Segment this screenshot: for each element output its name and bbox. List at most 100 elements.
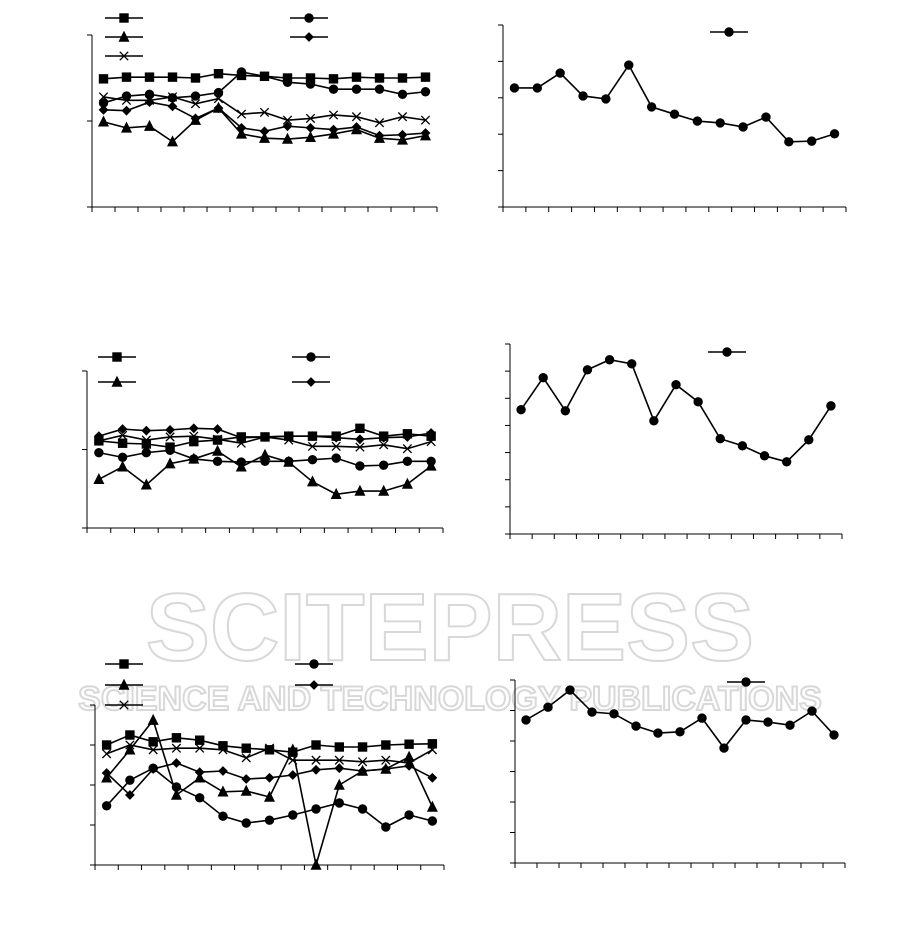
marker-x — [404, 758, 414, 768]
marker-circle — [334, 798, 344, 808]
marker-circle — [578, 91, 588, 101]
marker-x — [148, 745, 158, 755]
marker-circle — [565, 685, 575, 695]
marker-x — [241, 753, 251, 763]
marker-circle — [516, 404, 526, 415]
marker-square — [334, 742, 345, 752]
marker-circle — [532, 83, 542, 93]
marker-circle — [141, 447, 152, 458]
marker-diamond — [307, 431, 318, 442]
marker-diamond — [334, 763, 345, 774]
marker-x — [426, 436, 436, 447]
marker-circle — [212, 456, 223, 466]
marker-circle — [420, 87, 431, 97]
marker-diamond — [427, 772, 438, 783]
marker-circle — [306, 352, 316, 362]
marker-square — [397, 73, 408, 83]
marker-triangle — [166, 135, 179, 147]
marker-x — [236, 438, 246, 448]
marker-circle — [784, 137, 794, 147]
marker-circle — [669, 109, 680, 119]
marker-circle — [165, 445, 175, 455]
marker-circle — [785, 720, 795, 730]
marker-circle — [509, 83, 520, 93]
marker-diamond — [124, 790, 135, 800]
marker-x — [94, 436, 104, 446]
marker-circle — [555, 68, 565, 78]
marker-square — [357, 742, 368, 752]
marker-triangle — [330, 487, 342, 499]
marker-triangle — [283, 455, 295, 467]
marker-square — [144, 72, 155, 82]
marker-triangle — [263, 790, 276, 802]
marker-diamond — [357, 766, 368, 776]
marker-circle — [724, 27, 734, 37]
marker-circle — [374, 84, 385, 94]
marker-circle — [236, 67, 247, 77]
marker-circle — [722, 347, 732, 357]
marker-triangle — [118, 678, 130, 690]
marker-square — [374, 73, 385, 83]
marker-triangle — [124, 743, 136, 755]
marker-triangle — [240, 784, 252, 796]
marker-circle — [715, 434, 725, 444]
marker-square — [119, 13, 129, 23]
marker-circle — [190, 91, 201, 101]
marker-x — [381, 755, 391, 765]
marker-diamond — [190, 113, 201, 124]
marker-circle — [311, 804, 321, 814]
marker-square — [167, 72, 178, 82]
marker-diamond — [188, 423, 199, 434]
marker-x — [98, 92, 109, 102]
marker-triangle — [164, 457, 176, 469]
marker-diamond — [218, 766, 228, 776]
marker-x — [351, 112, 362, 122]
marker-square — [420, 72, 431, 82]
marker-triangle — [310, 858, 322, 870]
marker-triangle — [258, 131, 271, 143]
marker-diamond — [305, 122, 316, 133]
marker-triangle — [217, 785, 229, 797]
marker-triangle — [425, 459, 437, 471]
marker-circle — [125, 775, 135, 785]
marker-x — [374, 118, 385, 128]
marker-x — [101, 749, 112, 759]
panel — [505, 343, 843, 539]
marker-x — [379, 440, 389, 450]
marker-triangle — [120, 121, 133, 133]
marker-circle — [117, 452, 128, 463]
marker-circle — [761, 112, 771, 122]
marker-x — [334, 755, 344, 765]
marker-diamond — [374, 130, 385, 141]
marker-circle — [427, 816, 438, 826]
marker-circle — [587, 707, 597, 717]
marker-diamond — [304, 32, 314, 42]
marker-circle — [601, 94, 611, 104]
watermark-subtitle: SCIENCE AND TECHNOLOGY PUBLICATIONS — [78, 680, 822, 718]
marker-square — [101, 740, 112, 750]
marker-x — [402, 444, 413, 454]
marker-diamond — [171, 758, 182, 768]
marker-x — [119, 700, 129, 710]
marker-diamond — [167, 101, 178, 112]
marker-x — [397, 112, 408, 122]
marker-circle — [604, 355, 615, 365]
marker-square — [355, 423, 365, 434]
marker-x — [260, 432, 270, 442]
marker-circle — [804, 435, 814, 445]
marker-circle — [218, 811, 228, 821]
marker-triangle — [212, 444, 224, 456]
marker-circle — [719, 743, 729, 753]
marker-circle — [121, 91, 132, 101]
marker-square — [121, 72, 132, 82]
marker-diamond — [212, 424, 223, 434]
marker-triangle — [117, 460, 129, 472]
panel — [90, 659, 445, 870]
marker-diamond — [397, 129, 408, 140]
marker-diamond — [282, 121, 293, 132]
marker-circle — [560, 406, 571, 416]
marker-x — [288, 755, 298, 765]
marker-x — [195, 743, 205, 753]
marker-square — [119, 659, 129, 669]
